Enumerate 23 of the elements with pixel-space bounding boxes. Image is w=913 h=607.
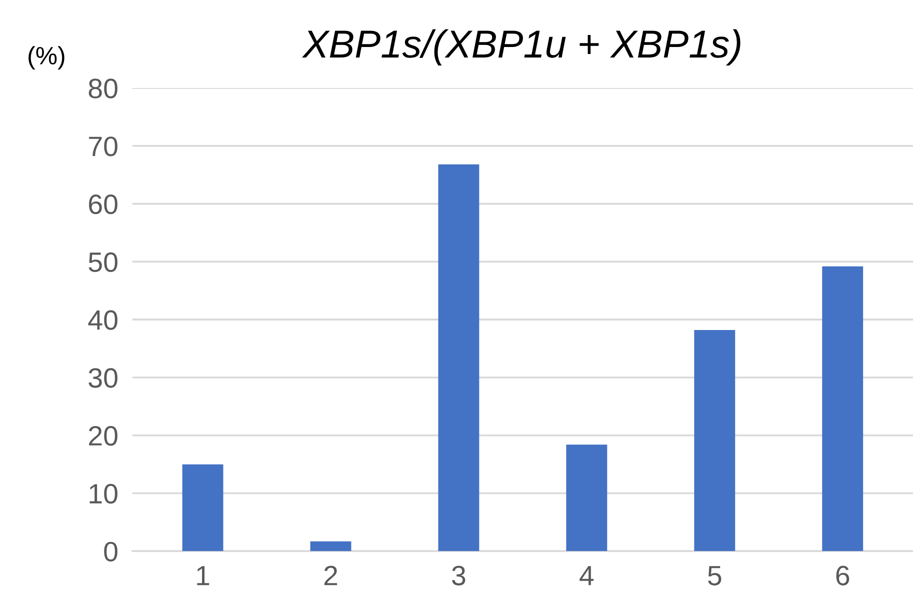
x-tick-label: 5 <box>708 566 722 586</box>
bar <box>182 464 224 552</box>
y-tick-label: 60 <box>89 194 118 214</box>
x-tick-label: 6 <box>836 566 850 586</box>
bar <box>438 164 480 552</box>
y-tick-label: 50 <box>88 252 118 272</box>
bar <box>822 266 864 552</box>
y-tick-label: 70 <box>89 136 118 156</box>
x-tick-label: 3 <box>452 566 466 586</box>
x-tick-label: 4 <box>580 566 594 586</box>
bar <box>566 444 608 552</box>
x-tick-label: 1 <box>197 566 210 586</box>
x-tick-label: 2 <box>324 566 338 586</box>
y-tick-label: 30 <box>88 368 118 388</box>
y-tick-label: 10 <box>90 484 118 504</box>
y-tick-label: 0 <box>104 542 118 562</box>
y-tick-label: 80 <box>88 78 118 98</box>
y-tick-label: 40 <box>88 310 118 330</box>
y-axis-title: (%) <box>28 46 64 70</box>
bar <box>310 541 352 552</box>
chart-title: XBP1s/(XBP1u + XBP1s) <box>302 29 740 66</box>
bar <box>694 330 736 552</box>
y-tick-label: 20 <box>89 426 118 446</box>
